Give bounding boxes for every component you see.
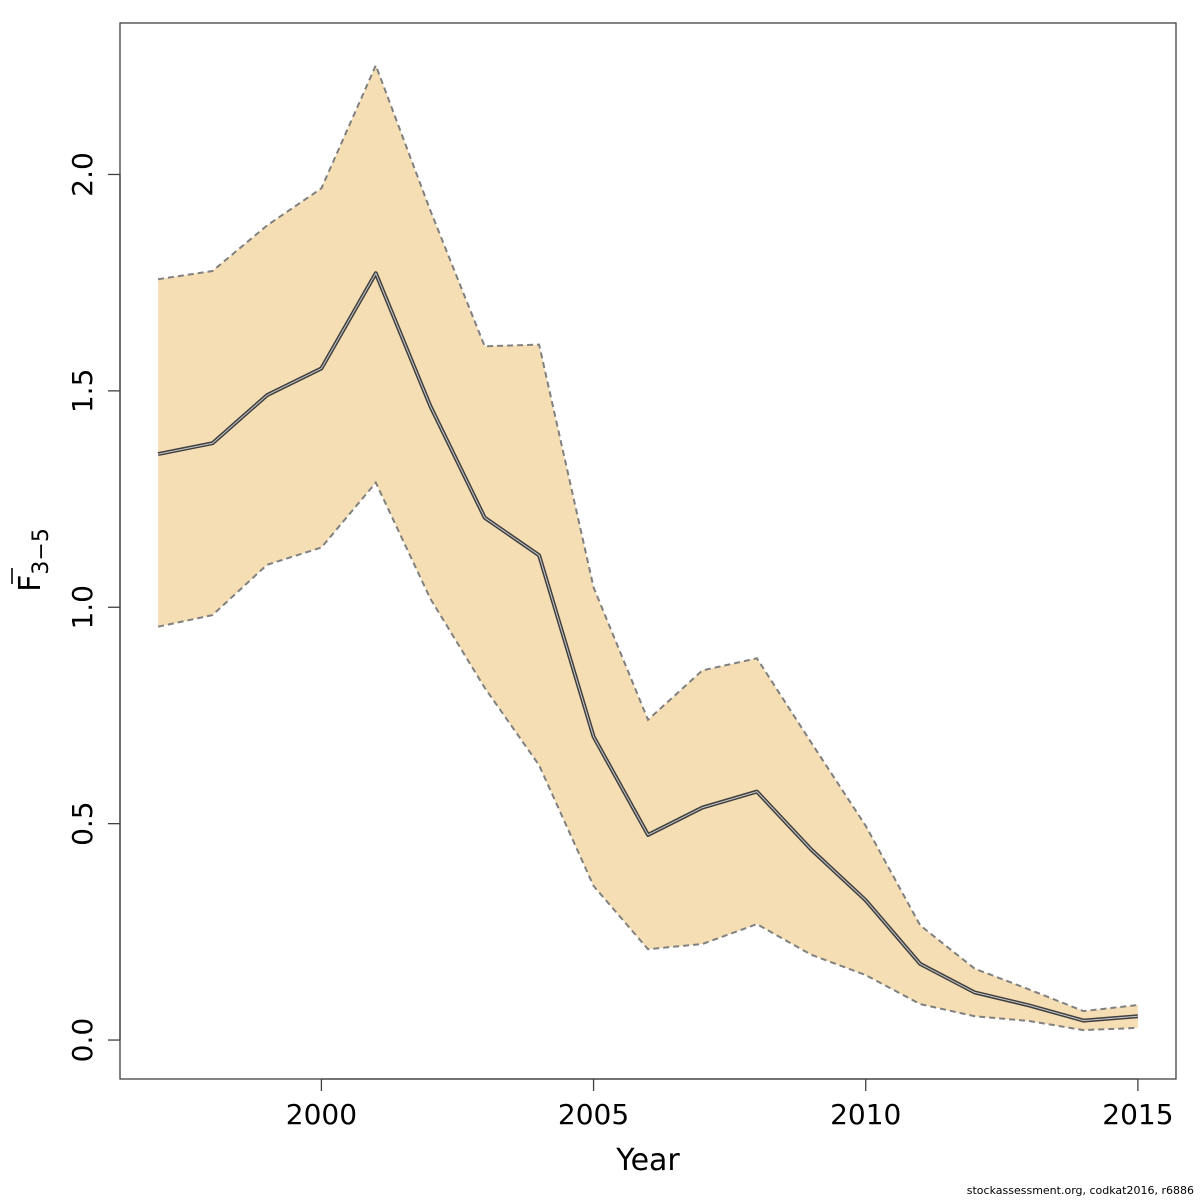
y-tick-label: 1.5	[66, 369, 99, 414]
upper-bound-line	[157, 62, 1139, 1013]
confidence-band-layer	[157, 62, 1139, 1032]
x-axis: 2000 2005 2010 2015	[286, 1078, 1174, 1131]
estimate-line-highlight	[158, 272, 1138, 1022]
x-tick-label: 2015	[1102, 1098, 1173, 1131]
y-tick-label: 0.0	[66, 1018, 99, 1063]
x-tick-label: 2010	[830, 1098, 901, 1131]
y-axis: 0.0 0.5 1.0 1.5 2.0	[66, 152, 121, 1063]
footer-credit: stockassessment.org, codkat2016, r6886	[966, 1184, 1194, 1197]
x-axis-title: Year	[615, 1143, 680, 1178]
y-tick-label: 1.0	[66, 585, 99, 630]
y-tick-label: 2.0	[66, 152, 99, 197]
y-axis-title-main: F	[13, 575, 48, 592]
confidence-band	[158, 65, 1138, 1031]
estimate-line-layer	[157, 271, 1139, 1023]
y-axis-title: F3−5	[13, 528, 54, 592]
y-axis-title-subscript: 3−5	[29, 528, 54, 574]
y-tick-label: 0.5	[66, 801, 99, 846]
x-tick-label: 2005	[558, 1098, 629, 1131]
x-tick-label: 2000	[286, 1098, 357, 1131]
lower-bound-line	[157, 480, 1138, 1032]
